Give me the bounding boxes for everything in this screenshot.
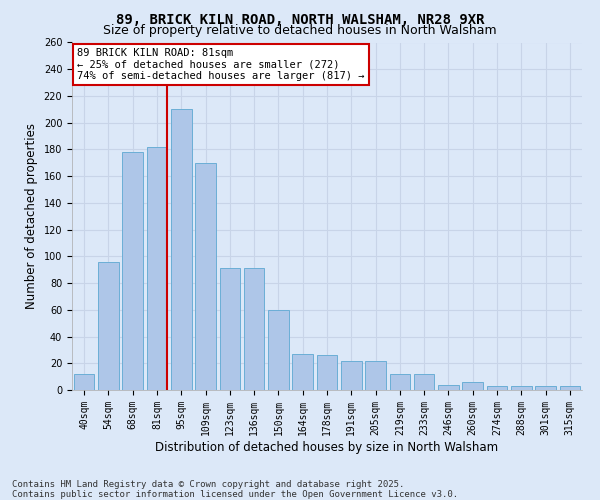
Bar	[535, 386, 556, 390]
Bar	[438, 384, 459, 390]
Bar	[74, 374, 94, 390]
Bar	[341, 360, 362, 390]
Bar	[98, 262, 119, 390]
Bar	[268, 310, 289, 390]
Text: Size of property relative to detached houses in North Walsham: Size of property relative to detached ho…	[103, 24, 497, 37]
Bar	[487, 386, 508, 390]
Text: 89, BRICK KILN ROAD, NORTH WALSHAM, NR28 9XR: 89, BRICK KILN ROAD, NORTH WALSHAM, NR28…	[116, 12, 484, 26]
Bar	[317, 355, 337, 390]
Bar	[511, 386, 532, 390]
Bar	[244, 268, 265, 390]
Bar	[560, 386, 580, 390]
Bar	[463, 382, 483, 390]
Bar	[171, 110, 191, 390]
Bar	[414, 374, 434, 390]
Text: Contains HM Land Registry data © Crown copyright and database right 2025.
Contai: Contains HM Land Registry data © Crown c…	[12, 480, 458, 499]
Bar	[195, 163, 216, 390]
Bar	[389, 374, 410, 390]
X-axis label: Distribution of detached houses by size in North Walsham: Distribution of detached houses by size …	[155, 440, 499, 454]
Bar	[292, 354, 313, 390]
Text: 89 BRICK KILN ROAD: 81sqm
← 25% of detached houses are smaller (272)
74% of semi: 89 BRICK KILN ROAD: 81sqm ← 25% of detac…	[77, 48, 365, 81]
Bar	[122, 152, 143, 390]
Bar	[146, 147, 167, 390]
Bar	[365, 360, 386, 390]
Bar	[220, 268, 240, 390]
Y-axis label: Number of detached properties: Number of detached properties	[25, 123, 38, 309]
